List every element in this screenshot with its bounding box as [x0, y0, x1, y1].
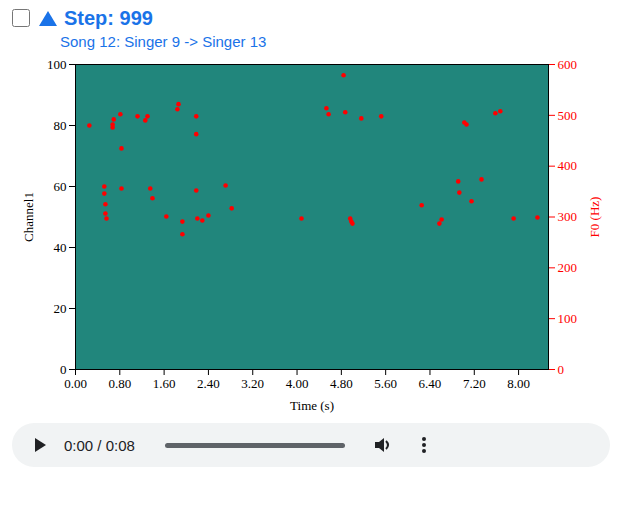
svg-text:500: 500	[558, 107, 578, 122]
html-text:Step: 999: Step: 999	[64, 6, 153, 29]
svg-text:0.80: 0.80	[108, 376, 131, 391]
svg-text:4.80: 4.80	[330, 376, 353, 391]
svg-text:Time (s): Time (s)	[290, 398, 334, 413]
html-text:0:00 / 0:08: 0:00 / 0:08	[64, 436, 135, 454]
svg-text:3.20: 3.20	[241, 376, 264, 391]
svg-text:100: 100	[47, 57, 67, 72]
svg-text:80: 80	[54, 118, 67, 133]
svg-text:300: 300	[558, 209, 578, 224]
svg-text:0: 0	[60, 362, 67, 377]
svg-text:100: 100	[558, 311, 578, 326]
svg-text:2.40: 2.40	[197, 376, 220, 391]
svg-text:200: 200	[558, 260, 578, 275]
svg-text:Channel1: Channel1	[21, 192, 36, 242]
svg-text:6.40: 6.40	[419, 376, 442, 391]
svg-text:F0 (Hz): F0 (Hz)	[587, 197, 602, 238]
svg-text:4.00: 4.00	[286, 376, 309, 391]
svg-text:7.20: 7.20	[463, 376, 486, 391]
svg-text:20: 20	[54, 301, 67, 316]
svg-text:8.00: 8.00	[507, 376, 530, 391]
svg-text:1.60: 1.60	[153, 376, 176, 391]
svg-text:0: 0	[558, 362, 565, 377]
svg-text:40: 40	[54, 240, 67, 255]
html-text:Song 12: Singer 9 -> Singer 13: Song 12: Singer 9 -> Singer 13	[60, 33, 267, 50]
svg-text:5.60: 5.60	[374, 376, 397, 391]
svg-text:600: 600	[558, 57, 578, 72]
svg-text:60: 60	[54, 179, 67, 194]
svg-text:0.00: 0.00	[64, 376, 87, 391]
svg-text:400: 400	[558, 158, 578, 173]
